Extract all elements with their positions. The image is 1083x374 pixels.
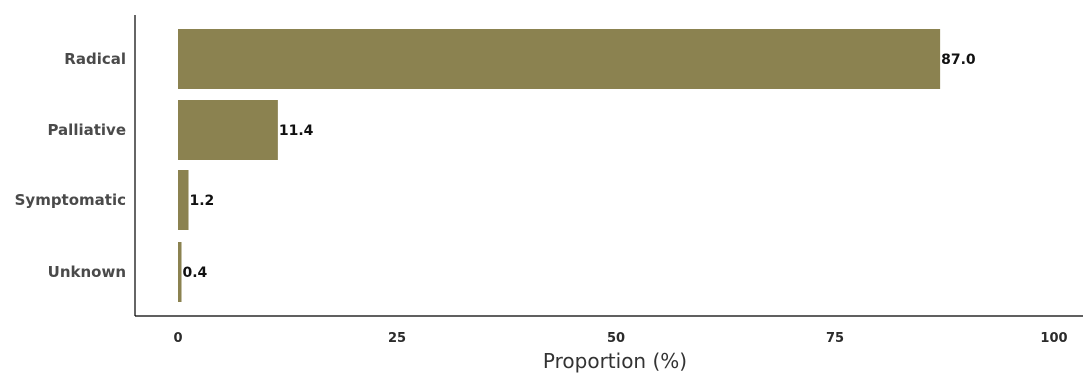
value-label-palliative: 11.4 [279,123,314,139]
bar-radical [178,29,941,89]
category-label-symptomatic: Symptomatic [15,191,126,209]
x-axis-title: Proportion (%) [543,349,687,373]
bars-layer [178,29,941,302]
x-tick-label: 100 [1040,331,1067,346]
category-label-radical: Radical [64,50,126,68]
x-tick-label: 0 [173,331,182,346]
x-tick-label: 75 [826,331,844,346]
category-label-unknown: Unknown [48,263,126,281]
bar-palliative [178,100,278,160]
category-label-palliative: Palliative [47,121,126,139]
x-tick-label: 25 [388,331,406,346]
value-label-unknown: 0.4 [183,265,208,281]
labels-layer: Radical 87.0 Palliative 11.4 Symptomatic 1.2 U… [15,50,976,281]
x-tick-label: 50 [607,331,625,346]
bar-unknown [178,242,182,302]
ticks-layer: 0 25 50 75 100 [173,331,1067,346]
value-label-symptomatic: 1.2 [190,193,215,209]
bar-symptomatic [178,170,189,230]
value-label-radical: 87.0 [941,52,976,68]
